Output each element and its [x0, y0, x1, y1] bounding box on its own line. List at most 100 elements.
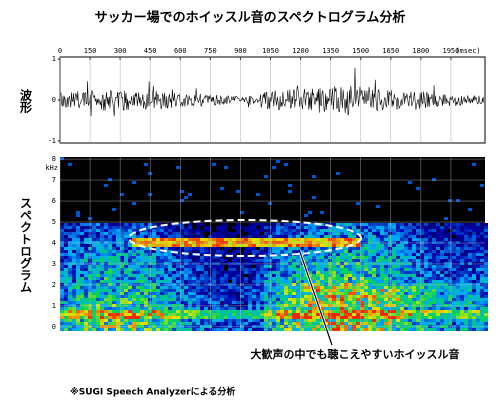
spectrogram-cell	[432, 268, 436, 271]
spectrogram-cell	[132, 277, 136, 280]
spectrogram-cell	[212, 328, 216, 331]
spectrogram-cell	[464, 253, 468, 256]
spectrogram-cell	[452, 292, 456, 295]
spectrogram-cell	[432, 223, 436, 226]
spectrogram-cell	[236, 229, 240, 232]
spectrogram-cell	[448, 298, 452, 301]
spectrogram-cell	[252, 271, 256, 274]
spectrogram-cell	[336, 289, 340, 292]
spectrogram-cell	[284, 229, 288, 232]
spectrogram-cell	[464, 277, 468, 280]
spectrogram-cell	[144, 223, 148, 226]
spectrogram-cell	[164, 319, 168, 322]
spectrogram-cell	[224, 298, 228, 301]
spectrogram-cell	[220, 307, 224, 310]
spectrogram-cell	[96, 244, 100, 247]
spectrogram-cell	[216, 328, 220, 331]
spectrogram-cell	[392, 304, 396, 307]
spectrogram-cell	[232, 277, 236, 280]
spectrogram-cell	[352, 277, 356, 280]
spectrogram-cell	[128, 232, 132, 235]
spectrogram-cell	[436, 247, 440, 250]
spectrogram-cell	[484, 265, 488, 268]
spectrogram-cell	[284, 163, 288, 166]
spectrogram-cell	[72, 316, 76, 319]
spectrogram-cell	[96, 271, 100, 274]
spectrogram-cell	[72, 295, 76, 298]
spectrogram-cell	[64, 271, 68, 274]
spectrogram-cell	[308, 289, 312, 292]
spectrogram-cell	[276, 244, 280, 247]
spectrogram-cell	[136, 268, 140, 271]
spectrogram-cell	[280, 223, 284, 226]
title: サッカー場でのホイッスル音のスペクトログラム分析	[95, 10, 406, 26]
spectrogram-cell	[76, 295, 80, 298]
spectrogram-cell	[392, 313, 396, 316]
spectrogram-cell	[248, 301, 252, 304]
spectrogram-cell	[164, 259, 168, 262]
spectrogram-cell	[352, 250, 356, 253]
spectrogram-cell	[348, 232, 352, 235]
spectrogram-cell	[264, 259, 268, 262]
spectrogram-cell	[196, 310, 200, 313]
spectrogram-cell	[60, 241, 64, 244]
x-tick-label: 1650	[382, 47, 399, 55]
spectrogram-cell	[232, 274, 236, 277]
spectrogram-cell	[468, 238, 472, 241]
spectrogram-cell	[112, 253, 116, 256]
spectrogram-cell	[244, 235, 248, 238]
spectrogram-cell	[348, 280, 352, 283]
spectrogram-cell	[460, 313, 464, 316]
spectrogram-cell	[324, 298, 328, 301]
spectrogram-cell	[272, 238, 276, 241]
spectrogram-cell	[476, 301, 480, 304]
spectrogram-cell	[128, 226, 132, 229]
spectrogram-cell	[84, 319, 88, 322]
spectrogram-cell	[268, 307, 272, 310]
spectrogram-cell	[296, 310, 300, 313]
spectrogram-cell	[292, 229, 296, 232]
spectrogram-cell	[480, 238, 484, 241]
spectrogram-cell	[424, 265, 428, 268]
spectrogram-cell	[144, 319, 148, 322]
spectrogram-cell	[456, 283, 460, 286]
spectrogram-cell	[268, 241, 272, 244]
spectrogram-cell	[304, 289, 308, 292]
spectrogram-cell	[484, 322, 488, 325]
spectrogram-cell	[412, 280, 416, 283]
spectrogram-cell	[276, 232, 280, 235]
spectrogram-cell	[460, 295, 464, 298]
spectrogram-cell	[84, 313, 88, 316]
spectrogram-cell	[168, 226, 172, 229]
spectrogram-cell	[96, 256, 100, 259]
spectrogram-cell	[164, 241, 168, 244]
spectrogram-cell	[356, 226, 360, 229]
spectrogram-cell	[96, 310, 100, 313]
spectrogram-cell	[456, 229, 460, 232]
spectrogram-cell	[272, 328, 276, 331]
spectrogram-cell	[452, 256, 456, 259]
spectrogram-cell	[440, 286, 444, 289]
spectrogram-cell	[200, 313, 204, 316]
spectrogram-cell	[384, 259, 388, 262]
spectrogram-cell	[116, 256, 120, 259]
spectrogram-cell	[188, 325, 192, 328]
spectrogram-cell	[344, 295, 348, 298]
spectrogram-cell	[148, 307, 152, 310]
spectrogram-cell	[396, 319, 400, 322]
spectrogram-cell	[332, 292, 336, 295]
spectrogram-cell	[448, 286, 452, 289]
spectrogram-cell	[468, 247, 472, 250]
spectrogram-cell	[400, 256, 404, 259]
spectrogram-cell	[144, 262, 148, 265]
spectrogram-cell	[280, 229, 284, 232]
spectrogram-cell	[480, 295, 484, 298]
spectrogram-cell	[268, 262, 272, 265]
spectrogram-cell	[64, 289, 68, 292]
spectrogram-cell	[440, 229, 444, 232]
spectrogram-cell	[380, 295, 384, 298]
spectrogram-cell	[408, 307, 412, 310]
spectrogram-cell	[424, 259, 428, 262]
spectrogram-cell	[132, 265, 136, 268]
spectrogram-cell	[128, 229, 132, 232]
